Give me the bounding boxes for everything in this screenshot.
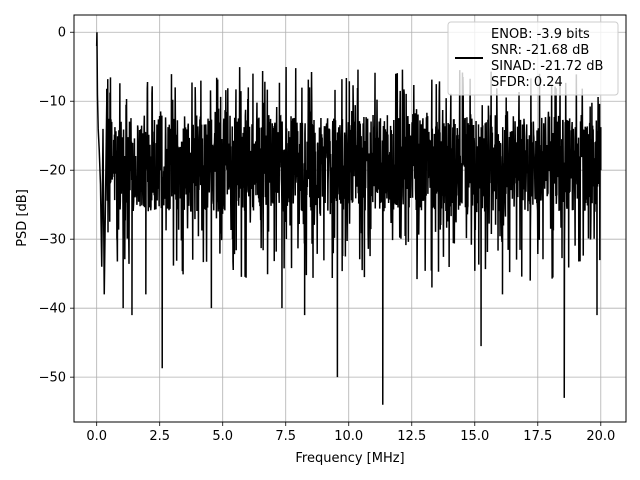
x-tick-label: 5.0 (212, 429, 233, 444)
psd-series (95, 32, 602, 405)
x-tick-label: 10.0 (334, 429, 363, 444)
y-tick-label: −40 (39, 302, 66, 317)
x-tick-label: 15.0 (460, 429, 489, 444)
x-tick-label: 20.0 (586, 429, 615, 444)
x-axis-ticks: 0.0 2.5 5.0 7.5 10.0 12.5 15.0 17.5 20.0 (86, 422, 615, 444)
y-tick-label: −50 (39, 371, 66, 386)
x-tick-label: 17.5 (523, 429, 552, 444)
x-tick-label: 7.5 (275, 429, 296, 444)
y-axis-label: PSD [dB] (15, 189, 30, 247)
y-tick-label: −30 (39, 233, 66, 248)
x-tick-label: 0.0 (86, 429, 107, 444)
plot-frame (73, 14, 627, 423)
legend-snr: SNR: -21.68 dB (491, 43, 589, 58)
y-tick-label: 0 (58, 26, 66, 41)
x-tick-label: 2.5 (149, 429, 170, 444)
legend-box (447, 21, 619, 96)
legend-sinad: SINAD: -21.72 dB (491, 59, 603, 74)
y-tick-label: −10 (39, 95, 66, 110)
legend-sfdr: SFDR: 0.24 (491, 75, 563, 90)
x-axis-label: Frequency [MHz] (295, 451, 404, 466)
y-axis-ticks: 0 −10 −20 −30 −40 −50 (39, 26, 74, 386)
legend: ENOB: -3.9 bits SNR: -21.68 dB SINAD: -2… (447, 21, 619, 96)
legend-enob: ENOB: -3.9 bits (491, 27, 590, 42)
y-tick-label: −20 (39, 164, 66, 179)
x-tick-label: 12.5 (397, 429, 426, 444)
psd-line (95, 32, 602, 405)
